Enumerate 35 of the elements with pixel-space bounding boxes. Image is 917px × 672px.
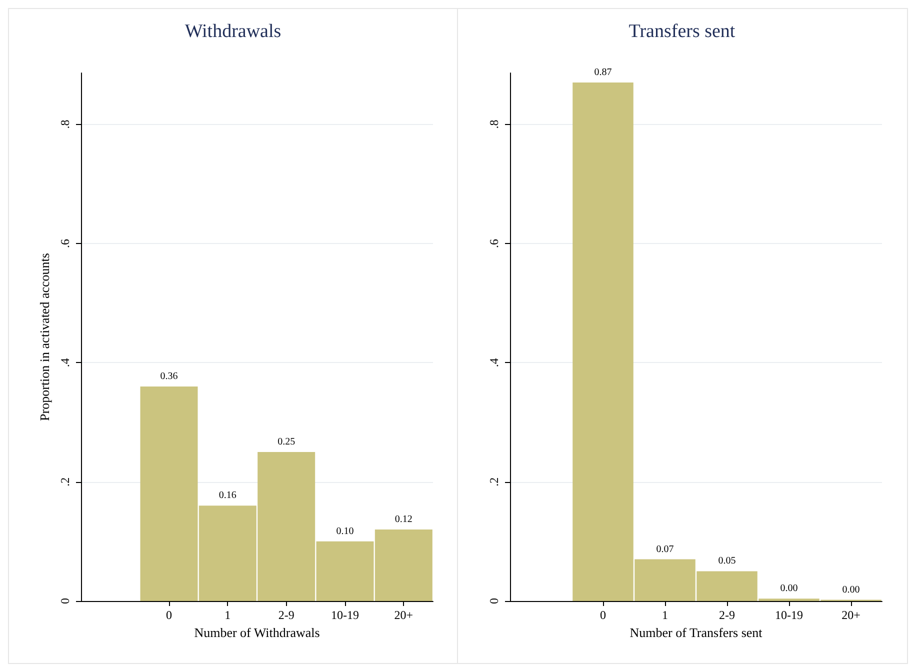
data-label: 0.36 bbox=[160, 370, 178, 382]
data-label: 0.10 bbox=[336, 526, 354, 537]
y-tick-label: 0 bbox=[487, 598, 501, 604]
y-tick-label: .4 bbox=[487, 358, 501, 368]
x-tick-label: 10-19 bbox=[331, 608, 359, 622]
data-label: 0.00 bbox=[842, 584, 860, 596]
x-tick-label: 0 bbox=[166, 608, 172, 622]
x-tick-label: 0 bbox=[600, 608, 606, 622]
data-label: 0.87 bbox=[594, 67, 612, 78]
y-tick-label: .8 bbox=[487, 120, 501, 129]
y-tick-label: .6 bbox=[58, 238, 72, 248]
data-label: 0.07 bbox=[656, 544, 674, 555]
y-tick-label: .8 bbox=[58, 120, 72, 129]
data-label: 0.25 bbox=[278, 436, 296, 448]
x-tick-label: 1 bbox=[224, 608, 231, 622]
chart-title: Withdrawals bbox=[184, 21, 282, 42]
y-tick-label: .2 bbox=[487, 477, 501, 486]
data-label: 0.05 bbox=[718, 556, 736, 567]
y-tick-label: .6 bbox=[487, 238, 501, 248]
y-axis-title: Proportion in activated accounts bbox=[37, 253, 52, 421]
x-tick-label: 1 bbox=[662, 608, 668, 622]
x-tick-label: 2-9 bbox=[278, 608, 294, 622]
chart-title: Transfers sent bbox=[628, 21, 736, 42]
x-tick-label: 20+ bbox=[842, 608, 861, 622]
data-label: 0.12 bbox=[394, 514, 412, 525]
y-tick-label: 0 bbox=[58, 598, 72, 604]
data-label: 0.16 bbox=[218, 490, 236, 502]
y-tick-label: .2 bbox=[58, 477, 72, 486]
y-tick-label: .4 bbox=[58, 358, 72, 368]
data-label: 0.00 bbox=[780, 583, 798, 594]
x-tick-label: 20+ bbox=[394, 608, 414, 622]
x-axis-title: Number of Withdrawals bbox=[194, 624, 320, 640]
x-tick-label: 10-19 bbox=[775, 608, 803, 622]
x-axis-title: Number of Transfers sent bbox=[630, 624, 763, 640]
x-tick-label: 2-9 bbox=[719, 608, 735, 622]
